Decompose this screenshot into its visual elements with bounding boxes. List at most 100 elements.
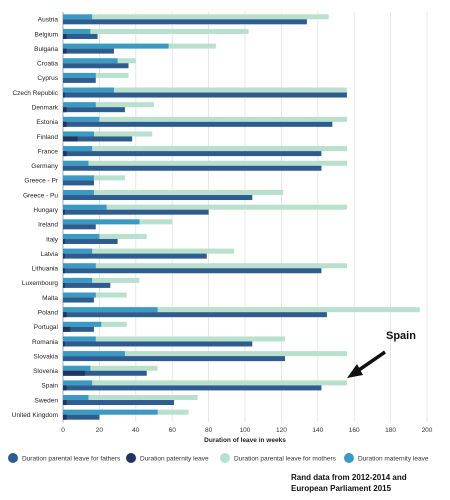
legend-marker[interactable] bbox=[344, 453, 354, 463]
bar[interactable] bbox=[63, 14, 329, 20]
bar[interactable] bbox=[63, 248, 235, 254]
bar[interactable] bbox=[63, 107, 125, 113]
bar[interactable] bbox=[63, 180, 94, 186]
bar[interactable] bbox=[63, 77, 96, 83]
bar[interactable] bbox=[63, 175, 94, 181]
bar[interactable] bbox=[63, 19, 307, 25]
bar[interactable] bbox=[63, 131, 153, 137]
bar[interactable] bbox=[63, 233, 100, 239]
bar[interactable] bbox=[63, 365, 91, 371]
bar[interactable] bbox=[63, 326, 94, 332]
bar[interactable] bbox=[63, 414, 67, 420]
bar[interactable] bbox=[63, 277, 93, 283]
bar[interactable] bbox=[63, 92, 65, 98]
bar[interactable] bbox=[63, 209, 65, 215]
bar[interactable] bbox=[63, 209, 209, 215]
bar[interactable] bbox=[63, 224, 96, 230]
bar[interactable] bbox=[63, 204, 347, 210]
bar[interactable] bbox=[63, 380, 93, 386]
bar[interactable] bbox=[63, 190, 94, 196]
bar[interactable] bbox=[63, 326, 71, 332]
bar[interactable] bbox=[63, 380, 347, 386]
bar[interactable] bbox=[63, 102, 96, 108]
bar[interactable] bbox=[63, 253, 65, 259]
bar[interactable] bbox=[63, 312, 67, 318]
bar[interactable] bbox=[63, 87, 347, 93]
bar[interactable] bbox=[63, 268, 65, 274]
bar[interactable] bbox=[63, 146, 93, 152]
bar[interactable] bbox=[63, 238, 65, 244]
bar[interactable] bbox=[63, 116, 100, 122]
bar[interactable] bbox=[63, 297, 94, 303]
bar[interactable] bbox=[63, 195, 253, 201]
bar[interactable] bbox=[63, 87, 114, 93]
legend-label[interactable]: Duration paternity leave bbox=[140, 456, 209, 463]
bar[interactable] bbox=[63, 151, 322, 157]
bar[interactable] bbox=[63, 33, 67, 39]
bar[interactable] bbox=[63, 282, 65, 288]
bar[interactable] bbox=[63, 277, 140, 283]
bar[interactable] bbox=[63, 395, 89, 401]
bar[interactable] bbox=[63, 414, 100, 420]
bar[interactable] bbox=[63, 160, 347, 166]
bar[interactable] bbox=[63, 72, 96, 78]
bar[interactable] bbox=[63, 33, 98, 39]
bar[interactable] bbox=[63, 292, 96, 298]
bar[interactable] bbox=[63, 385, 67, 391]
bar[interactable] bbox=[63, 409, 158, 415]
legend-marker[interactable] bbox=[220, 453, 230, 463]
bar[interactable] bbox=[63, 63, 129, 69]
bar[interactable] bbox=[63, 58, 118, 64]
bar[interactable] bbox=[63, 385, 322, 391]
bar[interactable] bbox=[63, 131, 94, 137]
legend-marker[interactable] bbox=[126, 453, 136, 463]
bar[interactable] bbox=[63, 365, 158, 371]
bar[interactable] bbox=[63, 151, 67, 157]
bar[interactable] bbox=[63, 136, 133, 142]
bar[interactable] bbox=[63, 28, 91, 34]
bar[interactable] bbox=[63, 341, 253, 347]
bar[interactable] bbox=[63, 268, 322, 274]
bar[interactable] bbox=[63, 351, 125, 357]
legend[interactable]: Duration parental leave for fathers Durat… bbox=[8, 453, 429, 463]
bar[interactable] bbox=[63, 48, 67, 54]
bar[interactable] bbox=[63, 238, 118, 244]
bar[interactable] bbox=[63, 253, 207, 259]
bar[interactable] bbox=[63, 307, 420, 313]
bar[interactable] bbox=[63, 219, 140, 225]
legend-marker[interactable] bbox=[8, 453, 18, 463]
bar[interactable] bbox=[63, 146, 347, 152]
bar[interactable] bbox=[63, 400, 67, 406]
bar[interactable] bbox=[63, 341, 65, 347]
bar[interactable] bbox=[63, 14, 93, 20]
bar[interactable] bbox=[63, 92, 347, 98]
bar[interactable] bbox=[63, 204, 107, 210]
bar[interactable] bbox=[63, 307, 158, 313]
bar[interactable] bbox=[63, 116, 347, 122]
bar[interactable] bbox=[63, 356, 286, 362]
bar[interactable] bbox=[63, 336, 96, 342]
bar[interactable] bbox=[63, 102, 154, 108]
bar[interactable] bbox=[63, 121, 333, 127]
bar[interactable] bbox=[63, 160, 89, 166]
legend-label[interactable]: Duration parental leave for mothers bbox=[234, 456, 337, 463]
bar[interactable] bbox=[63, 400, 175, 406]
bar[interactable] bbox=[63, 370, 85, 376]
bar[interactable] bbox=[63, 107, 67, 113]
bar[interactable] bbox=[63, 136, 78, 142]
bar[interactable] bbox=[63, 370, 147, 376]
bar[interactable] bbox=[63, 165, 322, 171]
bar[interactable] bbox=[63, 263, 347, 269]
bar[interactable] bbox=[63, 121, 67, 127]
bar[interactable] bbox=[63, 190, 284, 196]
bar[interactable] bbox=[63, 312, 327, 318]
bar[interactable] bbox=[63, 351, 347, 357]
bar[interactable] bbox=[63, 248, 93, 254]
legend-label[interactable]: Duration maternity leave bbox=[358, 456, 429, 463]
bar[interactable] bbox=[63, 233, 147, 239]
bar[interactable] bbox=[63, 43, 169, 49]
bar[interactable] bbox=[63, 48, 114, 54]
legend-label[interactable]: Duration parental leave for fathers bbox=[22, 456, 121, 463]
bar[interactable] bbox=[63, 28, 249, 34]
bar[interactable] bbox=[63, 263, 96, 269]
